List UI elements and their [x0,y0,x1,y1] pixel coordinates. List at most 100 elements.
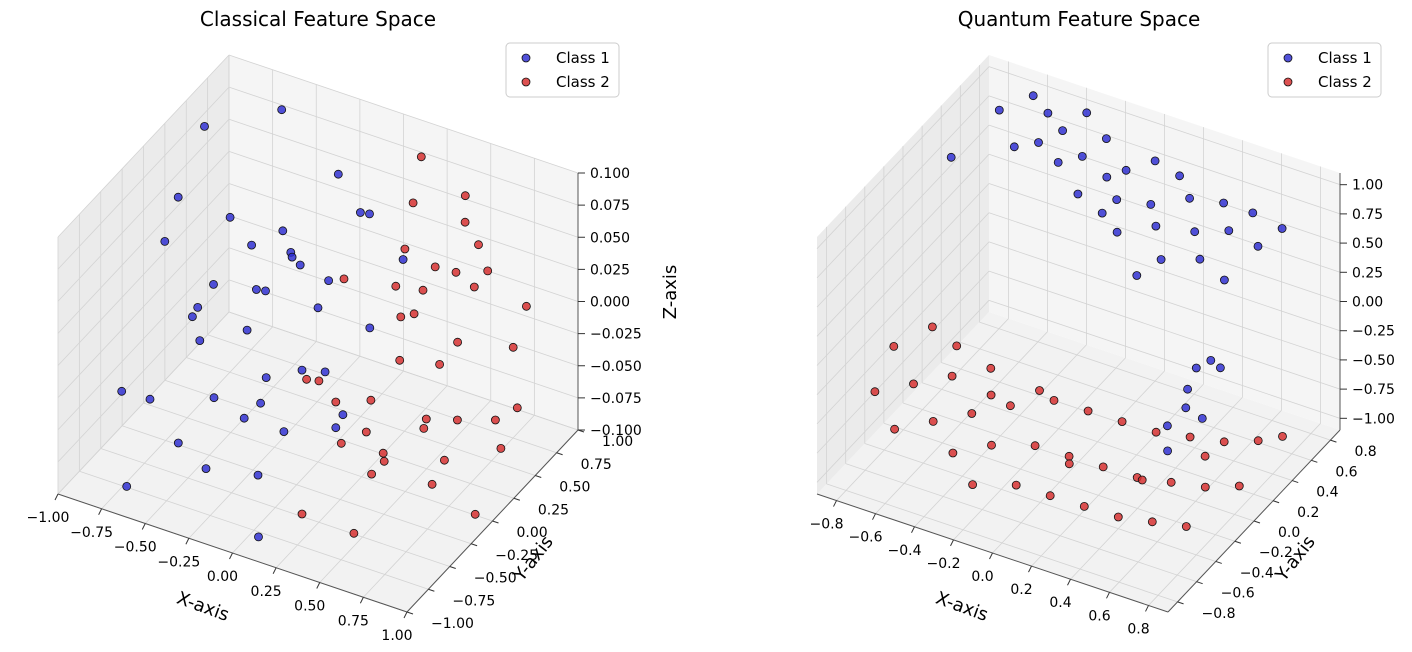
x-tick-mark [833,500,837,507]
data-point-class-2 [512,403,522,413]
axes-3d [54,54,585,619]
data-point-class-1 [173,192,183,202]
grid-line [921,382,1274,502]
data-point-class-2 [430,262,440,272]
x-tick-label: 0.00 [207,569,238,585]
grid-line [988,299,1341,419]
grid-line [57,183,230,366]
data-point-class-2 [1219,437,1229,447]
x-tick-label: −0.4 [888,543,922,559]
y-tick-label: 1.00 [602,434,633,450]
z-tick-label: 0.25 [1352,265,1383,281]
legend-marker-class-1 [521,53,531,63]
data-point-class-2 [1030,441,1040,451]
z-tick-label: 0.75 [1352,207,1383,223]
y-tick-mark [556,452,563,456]
z-tick-label: 0.075 [590,198,630,214]
data-point-class-1 [365,209,374,219]
data-point-class-2 [453,337,463,347]
data-point-class-1 [254,532,263,542]
y-tick-label: −0.50 [474,571,517,587]
data-point-class-1 [295,260,305,270]
y-tick-mark [470,543,478,547]
grid-line [228,215,579,335]
data-point-class-2 [522,301,531,311]
data-point-class-1 [1163,421,1172,431]
y-tick-mark [1215,560,1222,564]
scatter-points [870,91,1287,531]
grid-line [826,483,1178,603]
data-point-class-1 [145,394,155,404]
grid-line [57,86,230,270]
z-tick-label: −0.25 [1352,324,1395,340]
data-point-class-2 [469,282,479,292]
x-tick-mark [911,526,915,534]
grid-line [883,422,1236,542]
data-point-class-1 [1219,198,1228,208]
data-point-class-2 [1185,432,1195,442]
data-point-class-2 [483,266,493,276]
data-point-class-2 [508,342,518,352]
data-point-class-1 [355,208,365,217]
data-point-class-2 [435,359,445,369]
data-point-class-1 [251,285,261,294]
data-point-class-1 [253,470,263,480]
data-point-class-2 [1098,462,1108,472]
grid-line [816,95,990,279]
x-tick-mark [316,582,321,589]
data-point-class-1 [173,438,183,448]
grid-line [228,118,579,238]
legend: Class 1 Class 2 [1267,42,1382,98]
axes-3d [816,55,1347,613]
x-tick-label: 0.25 [251,584,282,600]
data-point-class-2 [451,267,461,277]
grid-line [988,270,1341,390]
data-point-class-1 [1112,195,1122,205]
x-tick-mark [872,513,876,520]
y-tick-label: 0.25 [538,502,569,518]
x-tick-mark [272,567,277,574]
data-point-class-2 [349,528,359,538]
data-point-class-2 [378,448,388,458]
chart-title: Quantum Feature Space [958,7,1201,31]
data-point-class-2 [1166,477,1176,487]
grid-line [941,362,1293,481]
grid-line [988,124,1341,244]
y-tick-mark [428,588,435,592]
data-point-class-1 [279,427,289,437]
data-point-class-2 [1045,491,1055,501]
y-tick-label: −0.2 [1259,545,1293,561]
grid-line [816,241,990,425]
x-tick-label: −0.8 [810,517,844,533]
y-tick-mark [1292,480,1299,484]
data-point-class-2 [890,424,899,434]
x-tick-label: 0.50 [294,599,325,615]
grid-line [988,153,1341,273]
x-tick-label: −0.2 [927,556,961,572]
grid-line [57,151,230,334]
tick-labels: −1.00−0.75−0.50−0.250.000.250.500.751.00… [27,166,642,644]
x-tick-mark [1067,578,1071,586]
data-point-class-1 [946,152,956,162]
data-point-class-2 [928,416,938,426]
x-tick-label: 0.8 [1127,621,1149,637]
data-point-class-2 [418,285,428,295]
classical-feature-space-panel: Classical Feature Space −1.00−0.75−0.50−… [27,7,681,644]
data-point-class-1 [242,325,252,335]
data-point-class-2 [986,390,996,400]
data-point-class-1 [160,236,170,246]
data-point-class-2 [1151,427,1161,437]
legend-box [505,42,620,98]
x-tick-mark [54,493,59,501]
y-tick-label: −0.75 [452,593,495,609]
z-tick-label: −1.00 [1352,411,1395,427]
data-point-class-1 [1077,151,1087,161]
y-tick-label: −0.6 [1221,586,1255,602]
data-point-class-1 [261,286,270,296]
data-point-class-2 [395,355,405,365]
data-point-class-2 [460,191,470,201]
data-point-class-2 [439,455,449,465]
data-point-class-1 [195,336,205,346]
grid-line [228,86,579,206]
